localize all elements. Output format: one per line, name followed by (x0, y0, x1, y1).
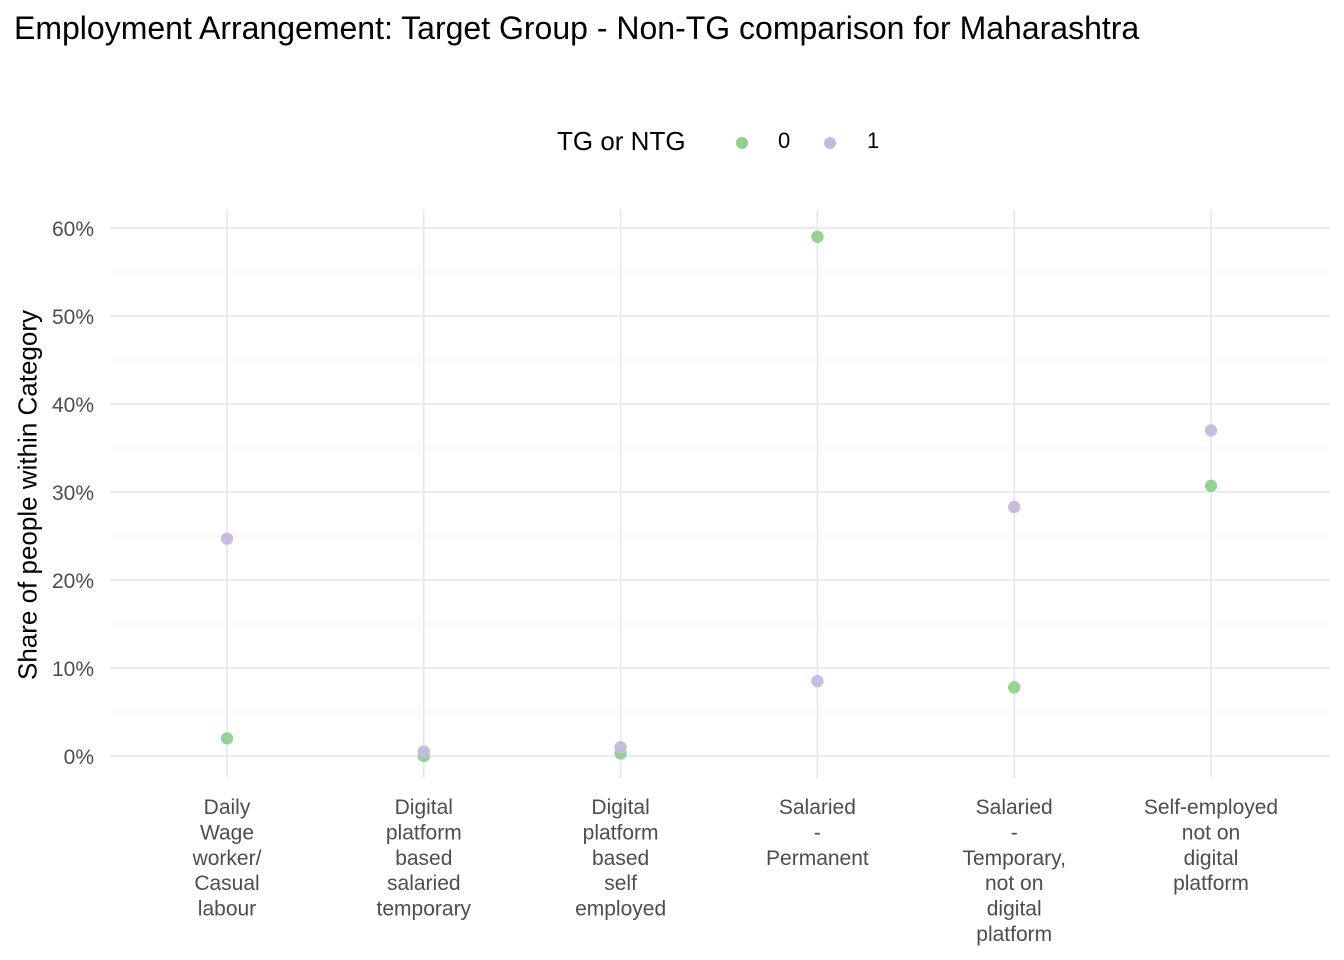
data-point-series-1 (811, 675, 824, 688)
y-tick-label: 10% (52, 658, 94, 681)
legend-title: TG or NTG (557, 126, 686, 156)
data-point-series-1 (220, 532, 234, 545)
data-point-series-1 (1204, 424, 1218, 437)
x-tick-label: Self-employed not on digital platform (1144, 796, 1278, 895)
y-tick-label: 0% (64, 746, 94, 769)
data-point-series-0 (1008, 681, 1021, 694)
y-tick-label: 30% (52, 482, 94, 505)
data-point-series-1 (417, 745, 430, 758)
data-point-series-1 (1008, 500, 1021, 514)
legend-label-series-0: 0 (778, 128, 791, 153)
x-tick-label: Daily Wage worker/Casual labour (192, 796, 262, 921)
x-tick-label: Digital platform based self employed (575, 796, 666, 921)
data-point-series-0 (811, 230, 824, 243)
x-tick-label: Salaried -Permanent (766, 796, 869, 870)
y-tick-label: 40% (52, 394, 94, 417)
x-tick-label: Digital platform based salaried temporary (377, 796, 472, 921)
legend-label-series-1: 1 (867, 128, 880, 153)
legend-key-series-0 (736, 137, 748, 149)
data-point-series-1 (614, 741, 627, 754)
data-point-series-0 (1204, 479, 1218, 493)
data-point-series-0 (220, 732, 234, 745)
y-tick-label: 50% (52, 306, 94, 329)
legend: TG or NTG 0 1 (0, 126, 1344, 166)
chart-title: Employment Arrangement: Target Group - N… (14, 10, 1140, 46)
legend-key-series-1 (824, 137, 836, 149)
y-tick-label: 60% (52, 218, 94, 241)
y-tick-label: 20% (52, 570, 94, 593)
x-tick-label: Salaried -Temporary, not on digital platform (962, 796, 1065, 946)
